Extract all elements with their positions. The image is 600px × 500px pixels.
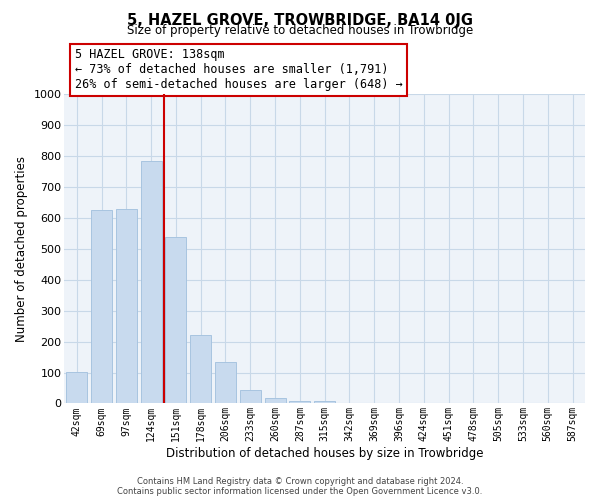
- Text: Size of property relative to detached houses in Trowbridge: Size of property relative to detached ho…: [127, 24, 473, 37]
- Bar: [140, 162, 161, 404]
- Bar: [314, 401, 335, 404]
- Bar: [265, 398, 286, 404]
- X-axis label: Distribution of detached houses by size in Trowbridge: Distribution of detached houses by size …: [166, 447, 484, 460]
- Bar: [289, 401, 310, 404]
- Bar: [190, 336, 211, 404]
- Bar: [215, 362, 236, 404]
- Bar: [91, 210, 112, 404]
- Text: Contains HM Land Registry data © Crown copyright and database right 2024.
Contai: Contains HM Land Registry data © Crown c…: [118, 476, 482, 496]
- Bar: [116, 208, 137, 404]
- Text: 5 HAZEL GROVE: 138sqm
← 73% of detached houses are smaller (1,791)
26% of semi-d: 5 HAZEL GROVE: 138sqm ← 73% of detached …: [75, 48, 403, 92]
- Bar: [66, 372, 87, 404]
- Y-axis label: Number of detached properties: Number of detached properties: [15, 156, 28, 342]
- Text: 5, HAZEL GROVE, TROWBRIDGE, BA14 0JG: 5, HAZEL GROVE, TROWBRIDGE, BA14 0JG: [127, 12, 473, 28]
- Bar: [240, 390, 261, 404]
- Bar: [166, 236, 187, 404]
